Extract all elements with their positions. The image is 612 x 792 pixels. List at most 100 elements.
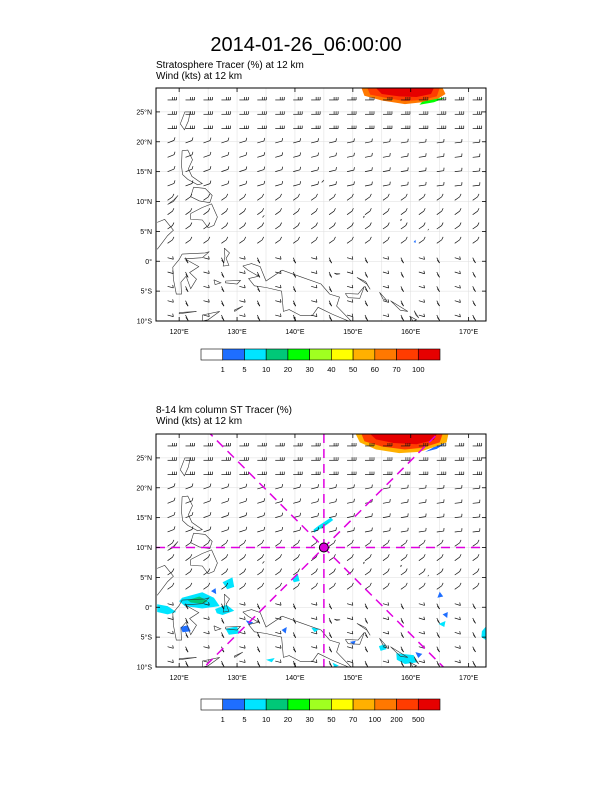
coastline [156,565,174,596]
wind-barb-feather [297,222,300,226]
wind-barb [167,617,174,620]
wind-barb [275,542,281,547]
wind-barb-feather [437,259,440,264]
wind-barb-feather [281,137,284,142]
wind-barb [400,501,408,504]
wind-barb-feather [173,526,176,530]
wind-barb [454,257,461,260]
wind-barb-feather [245,137,248,141]
wind-barb [275,556,281,561]
wind-barb-feather [209,497,212,502]
wind-barb [382,141,390,144]
wind-barb [203,286,210,289]
wind-barb [454,210,460,215]
wind-barb [328,210,335,215]
wind-barb [400,585,407,590]
wind-barb-feather [280,299,282,303]
wind-barb [454,184,462,187]
wind-barb-feather [353,484,355,488]
wind-barb [167,210,173,215]
wind-barb-feather [369,236,372,241]
x-tick-label: 160°E [401,328,420,336]
wind-barb [382,225,389,230]
wind-barb-feather [191,180,194,184]
coastline [225,626,242,631]
wind-barb-feather [437,634,440,638]
wind-barb-feather [423,270,425,274]
colorbar-label: 70 [392,365,400,374]
wind-barb [418,155,426,158]
wind-barb [221,486,229,490]
wind-barb [167,529,175,533]
colorbar-swatch [200,698,224,711]
wind-barb-feather [191,166,194,170]
wind-barb [167,571,173,576]
wind-barb [221,556,227,561]
wind-barb-feather [208,222,211,226]
wind-barb [364,225,371,230]
wind-barb-feather [441,582,444,587]
wind-barb-feather [208,568,211,572]
wind-barb [203,257,210,260]
wind-barb-feather [459,236,462,241]
wind-barb [382,314,389,318]
wind-barb [311,257,318,260]
coastline [213,279,222,285]
wind-barb [418,632,425,635]
x-tick-label: 150°E [343,674,362,682]
wind-barb-feather [243,554,247,558]
wind-barb [239,300,246,303]
wind-barb [221,515,229,518]
wind-barb [346,632,353,635]
wind-barb-feather [280,630,282,634]
wind-barb-feather [315,236,318,241]
wind-barb-feather [221,605,225,610]
wind-barb-feather [191,483,194,487]
wind-barb [257,542,263,547]
wind-barb [203,603,210,606]
wind-barb [311,486,319,490]
wind-barb-feather [329,274,332,278]
wind-barb-feather [423,631,425,635]
wind-barb-feather [190,208,193,212]
coastline [181,149,204,186]
wind-barb-feather [473,317,476,321]
wind-barb [203,239,209,244]
coastline [409,315,418,321]
wind-barb-feather [257,605,261,610]
wind-barb [293,225,299,230]
panel1-subtitle-2: Wind (kts) at 12 km [156,71,243,82]
wind-barb-feather [365,288,368,292]
wind-barb-feather [263,483,266,488]
wind-barb [400,530,408,533]
y-tick-label: 10°N [136,544,152,552]
wind-barb [310,556,317,561]
x-tick-label: 170°E [459,674,478,682]
wind-barb [400,239,407,244]
wind-barb [382,501,390,504]
wind-barb [185,486,193,490]
wind-barb [185,514,193,518]
wind-barb [275,286,282,289]
wind-barb [239,500,247,504]
wind-barb [364,141,372,144]
tracer-contour [415,652,423,658]
tracer-contour [378,644,387,651]
tracer-contour [332,662,339,667]
y-tick-label: 10°S [137,318,153,326]
wind-barb [239,154,247,158]
wind-barb [275,585,281,590]
wind-barb-feather [279,208,282,212]
wind-barb [311,660,318,663]
wind-barb-feather [227,483,230,487]
wind-barb-feather [369,193,372,198]
colorbar-swatch [265,348,289,361]
x-tick-label: 130°E [227,674,246,682]
wind-barb [364,196,371,201]
y-tick-label: 5°N [140,228,152,236]
wind-barb-feather [459,270,461,274]
wind-barb-feather [335,152,337,156]
wind-barb-feather [387,630,390,635]
wind-barb [203,154,211,158]
wind-barb [346,314,353,317]
